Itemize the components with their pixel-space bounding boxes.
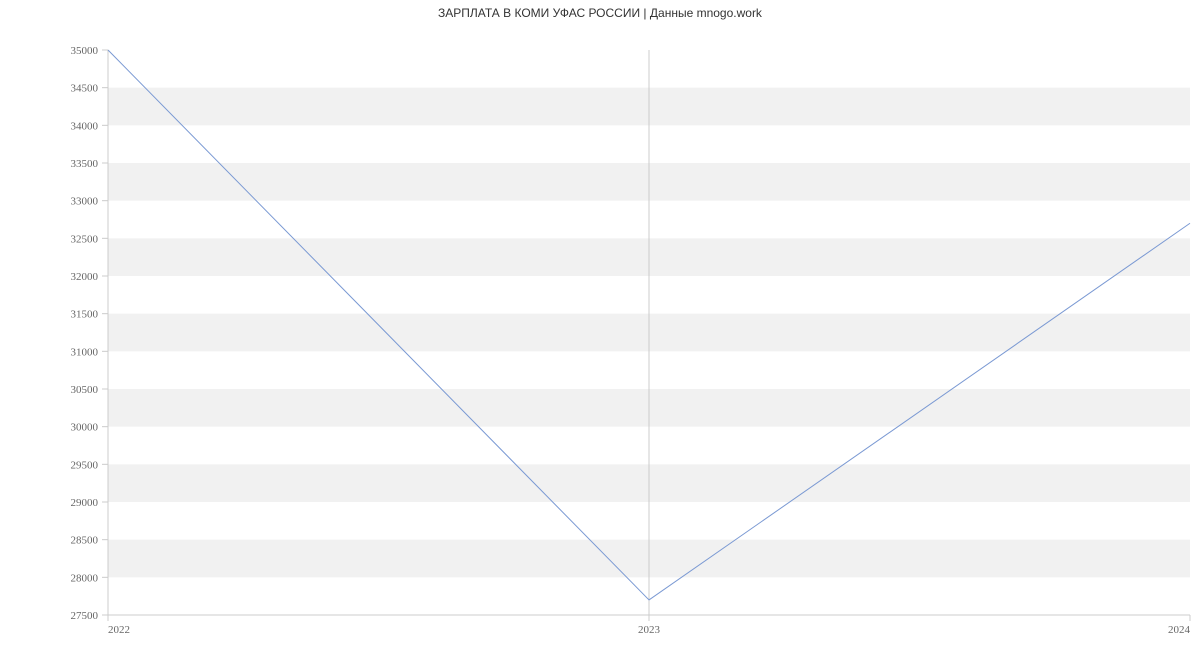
svg-text:35000: 35000 [71,45,99,57]
svg-text:30500: 30500 [71,384,99,396]
salary-line-chart: ЗАРПЛАТА В КОМИ УФАС РОССИИ | Данные mno… [0,0,1200,650]
chart-svg: 27500 28000 28500 29000 29500 30000 30500 31000… [0,0,1200,650]
svg-text:28500: 28500 [71,535,99,547]
svg-text:2024: 2024 [1168,624,1191,636]
svg-text:2022: 2022 [108,624,130,636]
svg-text:29000: 29000 [71,497,99,509]
svg-text:2023: 2023 [638,624,661,636]
svg-text:31500: 31500 [71,309,99,321]
chart-title: ЗАРПЛАТА В КОМИ УФАС РОССИИ | Данные mno… [0,6,1200,20]
svg-text:28000: 28000 [71,572,99,584]
svg-text:33500: 33500 [71,158,99,170]
svg-text:34000: 34000 [71,120,99,132]
svg-text:34500: 34500 [71,83,99,95]
svg-text:27500: 27500 [71,610,99,622]
svg-text:32000: 32000 [71,271,99,283]
svg-text:29500: 29500 [71,459,99,471]
svg-text:31000: 31000 [71,346,99,358]
svg-text:32500: 32500 [71,233,99,245]
svg-text:33000: 33000 [71,196,99,208]
svg-text:30000: 30000 [71,422,99,434]
